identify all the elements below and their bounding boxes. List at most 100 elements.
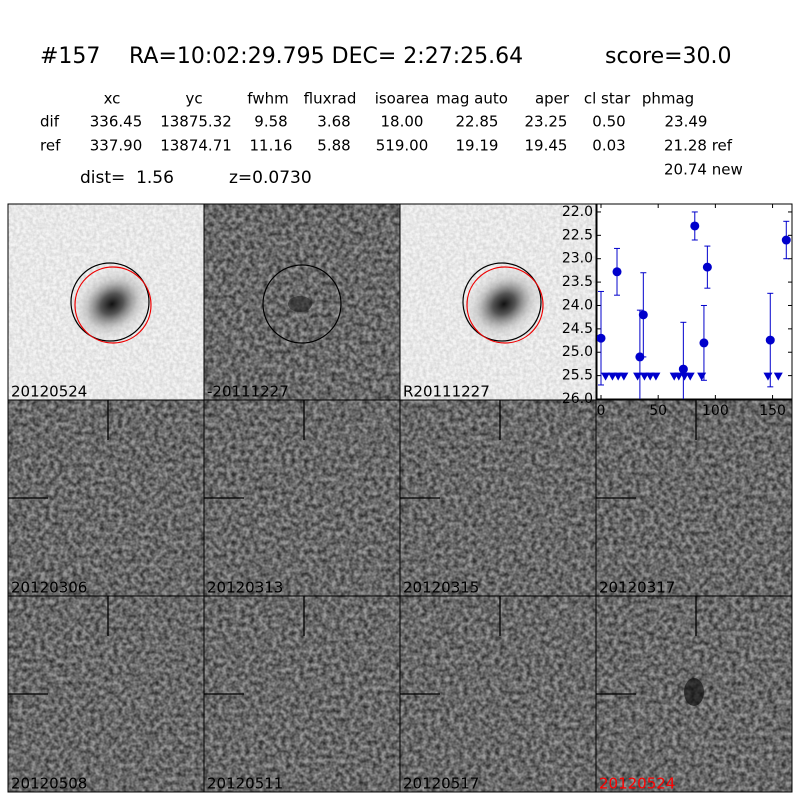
- image-panel: 20120315: [399, 399, 597, 597]
- image-panel: 20120306: [7, 399, 205, 597]
- panel-label: 20120511: [207, 775, 283, 793]
- detection: [765, 335, 775, 345]
- table-cell: 0.50: [592, 113, 625, 131]
- detection: [702, 262, 712, 272]
- table-cell: 13874.71: [160, 137, 232, 155]
- table-cell: 3.68: [317, 113, 350, 131]
- panel-label: 20120317: [599, 579, 675, 597]
- panels: 20120524 -20111227 R20111227 20120306 201203…: [7, 203, 793, 793]
- galaxy: [459, 262, 549, 346]
- upper-limit: [679, 372, 689, 381]
- image-panel: -20111227: [203, 203, 401, 401]
- y-tick-label: 22.5: [562, 227, 593, 243]
- y-tick-label: 26.0: [562, 391, 593, 407]
- y-tick-label: 23.0: [562, 251, 593, 267]
- upper-limit: [601, 372, 611, 381]
- upper-limit: [651, 372, 661, 381]
- column-header: isoarea: [375, 90, 430, 108]
- upper-limit: [674, 372, 684, 381]
- upper-limit: [639, 372, 649, 381]
- ref-circle: [262, 264, 342, 344]
- panel-label: -20111227: [207, 383, 289, 401]
- row-label: dif: [40, 113, 60, 131]
- column-header: cl star: [584, 90, 631, 108]
- new-circle: [74, 266, 152, 344]
- row-label: ref: [40, 137, 61, 155]
- upper-limit: [619, 372, 629, 381]
- ref-circle: [70, 262, 150, 342]
- panel-label: 20120524: [11, 383, 87, 401]
- detection: [678, 364, 688, 374]
- column-header: fwhm: [247, 90, 288, 108]
- table-cell: 519.00: [376, 137, 429, 155]
- table-cell: 19.45: [525, 137, 568, 155]
- table-cell: 11.16: [250, 137, 293, 155]
- table-cell: 13875.32: [160, 113, 232, 131]
- image-panel: 20120524: [595, 595, 793, 793]
- redshift: z=0.0730: [229, 168, 312, 188]
- transient: [684, 678, 704, 706]
- detection: [635, 352, 645, 362]
- x-tick-label: 150: [759, 403, 786, 419]
- ref-circle: [462, 262, 542, 342]
- upper-limit: [607, 372, 617, 381]
- table-cell: 22.85: [456, 113, 499, 131]
- column-header: yc: [185, 90, 202, 108]
- upper-limit: [763, 372, 773, 381]
- upper-limit: [773, 372, 783, 381]
- upper-limit: [697, 372, 707, 381]
- upper-limit: [613, 372, 623, 381]
- image-panel: 20120511: [203, 595, 401, 793]
- upper-limit: [645, 372, 655, 381]
- score: score=30.0: [605, 44, 732, 69]
- light-curve: 22.0 22.5 23.0 23.5 24.0 24.5 25.0 25.5 26.00 50 1…: [562, 203, 793, 419]
- new-circle: [466, 266, 544, 344]
- distance: dist= 1.56: [80, 168, 174, 188]
- residual: [288, 296, 312, 312]
- detection: [781, 235, 791, 245]
- table-cell: 19.19: [456, 137, 499, 155]
- table-cell: 336.45: [90, 113, 143, 131]
- new-mag: 20.74 new: [664, 161, 743, 179]
- panel-label: R20111227: [403, 383, 490, 401]
- column-header: xc: [104, 90, 121, 108]
- y-tick-label: 24.0: [562, 297, 593, 313]
- table-cell: 18.00: [381, 113, 424, 131]
- image-panel: 20120508: [7, 595, 205, 793]
- image-panel: R20111227: [399, 203, 597, 401]
- detection: [638, 310, 648, 320]
- galaxy: [67, 262, 157, 346]
- panel-frame: [595, 595, 793, 793]
- column-header: aper: [535, 90, 570, 108]
- table-cell: 23.49: [665, 113, 708, 131]
- upper-limit: [685, 372, 695, 381]
- x-tick-label: 0: [597, 403, 606, 419]
- y-tick-label: 23.5: [562, 274, 593, 290]
- y-tick-label: 25.5: [562, 368, 593, 384]
- upper-limit: [633, 372, 643, 381]
- panel-label: 20120517: [403, 775, 479, 793]
- table-cell: 23.25: [525, 113, 568, 131]
- column-header: mag auto: [436, 90, 508, 108]
- table-cell: 21.28 ref: [664, 137, 733, 155]
- column-header: fluxrad: [304, 90, 357, 108]
- y-tick-label: 25.0: [562, 344, 593, 360]
- candidate-id: #157: [40, 44, 100, 69]
- points: [597, 211, 791, 399]
- column-header: phmag: [642, 90, 694, 108]
- coordinates: RA=10:02:29.795 DEC= 2:27:25.64: [129, 44, 523, 69]
- panel-label: 20120315: [403, 579, 479, 597]
- detection: [597, 333, 606, 343]
- image-panel: 20120517: [399, 595, 597, 793]
- x-tick-label: 100: [702, 403, 729, 419]
- y-tick-label: 22.0: [562, 204, 593, 220]
- table-cell: 0.03: [592, 137, 625, 155]
- panel-label: 20120313: [207, 579, 283, 597]
- panel-label: 20120524: [599, 775, 675, 793]
- table-cell: 9.58: [254, 113, 287, 131]
- panel-label: 20120508: [11, 775, 87, 793]
- table-cell: 337.90: [90, 137, 143, 155]
- image-panel: 20120313: [203, 399, 401, 597]
- panel-label: 20120306: [11, 579, 87, 597]
